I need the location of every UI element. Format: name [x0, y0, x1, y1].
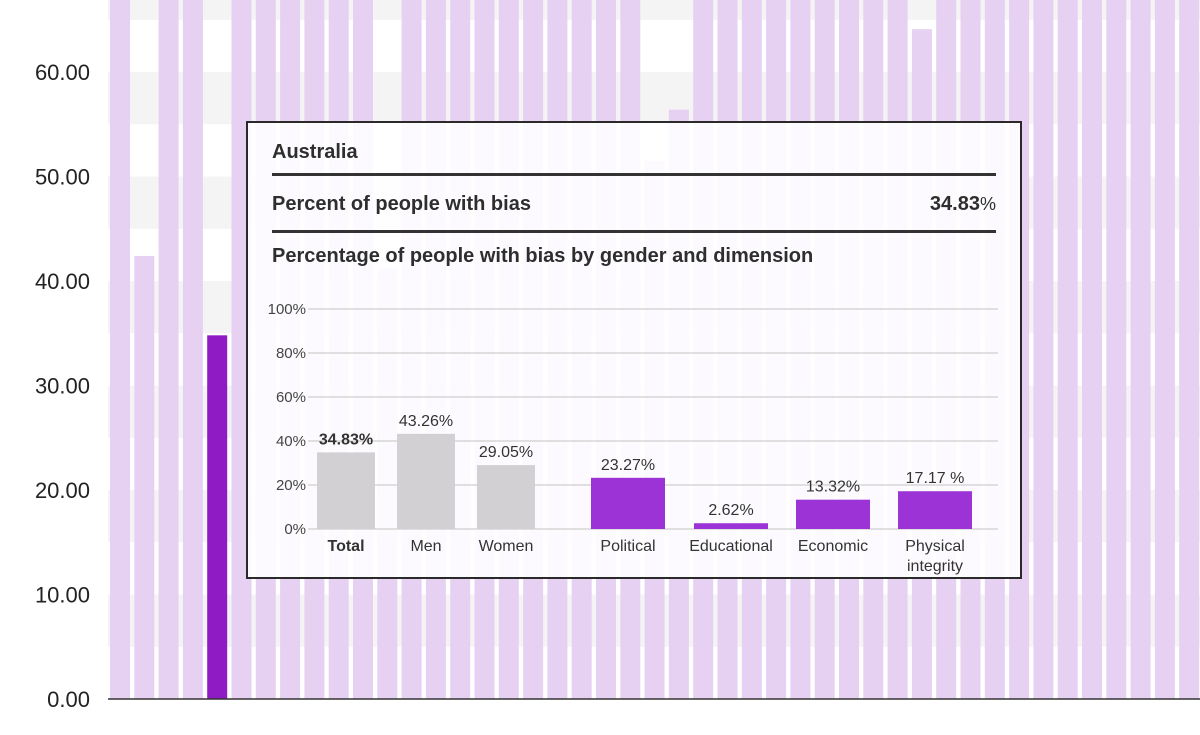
category-label: Men: [410, 538, 441, 555]
y-tick-label: 30.00: [35, 374, 90, 399]
data-label: 43.26%: [399, 413, 453, 430]
country-tooltip: Australia Percent of people with bias 34…: [246, 121, 1022, 579]
data-label: 17.17 %: [906, 470, 965, 487]
category-label: Political: [600, 538, 655, 555]
bar-women: [477, 465, 535, 529]
category-label-line: Total: [327, 538, 364, 555]
category-label: Women: [479, 538, 534, 555]
grid-band: [108, 0, 1200, 20]
percent-bias-unit: %: [979, 194, 996, 214]
country-bar: [1154, 0, 1175, 700]
y-tick-label: 20%: [276, 477, 306, 494]
data-label: 2.62%: [708, 502, 753, 519]
percent-bias-label: Percent of people with bias: [272, 193, 531, 215]
data-label: 34.83%: [319, 431, 373, 448]
bar-total: [317, 452, 375, 529]
y-tick-label: 60.00: [35, 60, 90, 85]
y-tick-label: 100%: [268, 301, 306, 318]
y-tick-label: 80%: [276, 345, 306, 362]
country-bar: [1082, 0, 1102, 700]
country-bar: [110, 0, 130, 700]
category-label-line: integrity: [907, 558, 963, 575]
y-tick-label: 0.00: [47, 687, 90, 712]
tooltip-subtitle: Percentage of people with bias by gender…: [272, 245, 814, 267]
country-bar: [1130, 0, 1151, 700]
y-tick-label: 60%: [276, 389, 306, 406]
country-bar: [1033, 0, 1054, 700]
data-label: 13.32%: [806, 479, 860, 496]
category-label-line: Women: [479, 538, 534, 555]
tooltip-title: Australia: [272, 141, 358, 163]
category-label-line: Economic: [798, 538, 868, 555]
bar-economic: [796, 499, 870, 529]
country-bar: [134, 255, 155, 700]
bar-educational: [694, 523, 768, 529]
tooltip-divider: [272, 230, 996, 233]
bar-physical-integrity: [898, 491, 972, 529]
category-label: Educational: [689, 538, 773, 555]
y-tick-label: 0%: [284, 521, 306, 538]
y-tick-label: 50.00: [35, 165, 90, 190]
y-tick-label: 10.00: [35, 583, 90, 608]
country-bar: [1106, 0, 1127, 700]
highlighted-bar: [207, 335, 228, 699]
percent-bias-value: 34.83%: [930, 193, 996, 216]
country-bar: [158, 0, 179, 700]
country-bar: [182, 0, 203, 700]
category-label-line: Political: [600, 538, 655, 555]
percent-bias-number: 34.83: [929, 193, 980, 215]
y-tick-label: 40.00: [35, 269, 90, 294]
category-label: Economic: [798, 538, 868, 555]
breakdown-bar-chart: 0% 20% 40% 60% 80% 100% 34.83% Total 43.26% Men 29…: [268, 301, 998, 575]
tooltip-divider: [272, 173, 996, 176]
category-label-line: Educational: [689, 538, 773, 555]
bar-political: [591, 477, 665, 529]
data-label: 23.27%: [601, 457, 655, 474]
category-label: Total: [327, 538, 364, 555]
country-bar: [1179, 0, 1200, 700]
y-tick-label: 40%: [276, 433, 306, 450]
country-bar: [1057, 0, 1078, 700]
data-label: 29.05%: [479, 444, 533, 461]
bar-men: [397, 433, 455, 529]
category-label: Physical integrity: [905, 538, 965, 575]
category-label-line: Physical: [905, 538, 965, 555]
y-tick-label: 20.00: [35, 478, 90, 503]
category-label-line: Men: [410, 538, 441, 555]
